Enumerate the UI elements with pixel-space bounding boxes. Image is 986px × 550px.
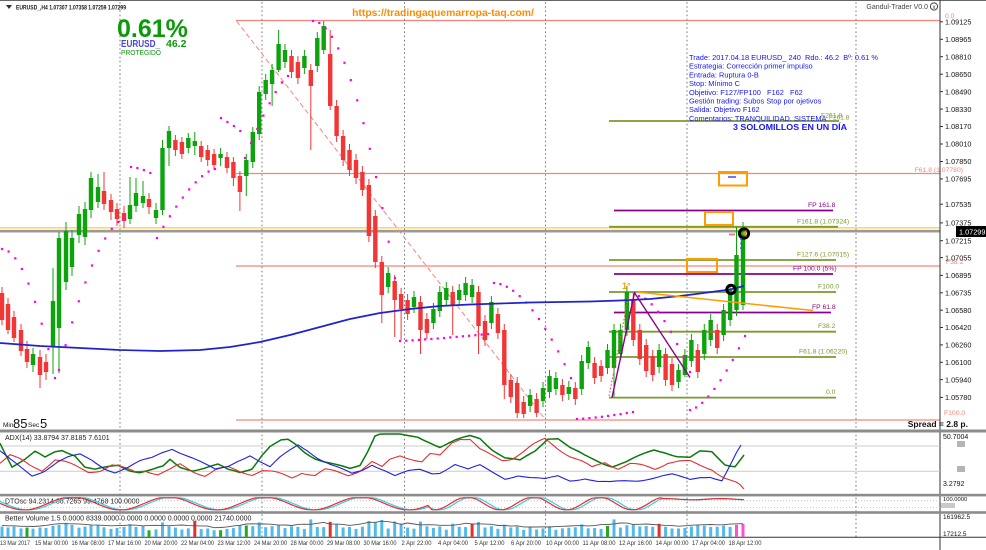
svg-text:F38.2: F38.2 — [818, 323, 836, 330]
svg-text:24 Mar 20:00: 24 Mar 20:00 — [254, 540, 287, 547]
svg-text:0.0: 0.0 — [826, 389, 836, 396]
svg-text:10 Apr 00:00: 10 Apr 00:00 — [546, 540, 579, 547]
svg-text:1.08650: 1.08650 — [945, 70, 971, 79]
svg-text:2 Apr 22:00: 2 Apr 22:00 — [402, 540, 432, 547]
svg-text:Gestión trading: Subos Stop po: Gestión trading: Subos Stop por ojetivos — [689, 97, 822, 106]
svg-text:17 Mar 16:00: 17 Mar 16:00 — [108, 540, 141, 547]
svg-text:1.07375: 1.07375 — [945, 219, 971, 228]
svg-text:1.08010: 1.08010 — [945, 140, 971, 149]
svg-text:Min: Min — [3, 422, 14, 429]
svg-text:1.08330: 1.08330 — [945, 105, 971, 114]
svg-text:EURUSD_: EURUSD_ — [121, 39, 160, 50]
svg-text:Salida: Objetivo F162: Salida: Objetivo F162 — [689, 105, 760, 114]
svg-text:0.0: 0.0 — [945, 13, 955, 20]
svg-text:F127.6 (1.07015): F127.6 (1.07015) — [797, 252, 849, 259]
svg-text:23 Mar 12:00: 23 Mar 12:00 — [218, 540, 251, 547]
svg-text:16 Mar 08:00: 16 Mar 08:00 — [72, 540, 105, 547]
svg-text:5 Apr 12:00: 5 Apr 12:00 — [475, 540, 505, 547]
svg-text:Gandul-Trader V0.0: Gandul-Trader V0.0 — [866, 4, 928, 11]
svg-text:3.2792: 3.2792 — [943, 481, 965, 488]
svg-text:Trade: 2017.04.18 EURUSD_ 240: Trade: 2017.04.18 EURUSD_ 240 Rdo.: 46.2… — [689, 53, 878, 62]
svg-text:PROTEGIDO: PROTEGIDO — [121, 48, 161, 57]
svg-text:20 Mar 20:00: 20 Mar 20:00 — [145, 540, 178, 547]
svg-text:1°: 1° — [622, 281, 631, 291]
svg-text:5: 5 — [40, 416, 47, 431]
svg-text:29 Mar 08:00: 29 Mar 08:00 — [327, 540, 360, 547]
svg-text:3 SOLOMILLOS EN UN DÍA: 3 SOLOMILLOS EN UN DÍA — [733, 122, 847, 132]
svg-text:F100.0: F100.0 — [944, 410, 965, 417]
svg-text:12 Apr 16:00: 12 Apr 16:00 — [619, 540, 652, 547]
svg-text:1.06735: 1.06735 — [945, 289, 971, 298]
svg-text:0.61%: 0.61% — [117, 15, 188, 43]
svg-text:13 Mar 2017: 13 Mar 2017 — [0, 540, 30, 547]
svg-text:F261.8: F261.8 — [821, 113, 842, 120]
svg-text:1.06580: 1.06580 — [945, 306, 971, 315]
svg-text:6 Apr 20:00: 6 Apr 20:00 — [511, 540, 541, 547]
svg-text:EURUSD_,H4 1.07307 1.07358 1.: EURUSD_,H4 1.07307 1.07358 1.07259 1.072… — [16, 5, 126, 12]
svg-text:11 Apr 08:00: 11 Apr 08:00 — [583, 540, 616, 547]
svg-text:1.06420: 1.06420 — [945, 323, 971, 332]
svg-text:22 Mar 04:00: 22 Mar 04:00 — [181, 540, 214, 547]
svg-text:1.06260: 1.06260 — [945, 341, 971, 350]
svg-text:1.08170: 1.08170 — [945, 122, 971, 131]
svg-text:Sec: Sec — [28, 422, 40, 429]
svg-text:F161.8 (1.07324): F161.8 (1.07324) — [797, 218, 849, 225]
svg-text:28 Mar 00:00: 28 Mar 00:00 — [291, 540, 324, 547]
svg-text:85: 85 — [13, 416, 27, 431]
svg-text:FP 100.0 (5%): FP 100.0 (5%) — [793, 266, 837, 273]
svg-text:17 Apr 04:00: 17 Apr 04:00 — [692, 540, 725, 547]
svg-text:1.06100: 1.06100 — [945, 358, 971, 367]
svg-text:1.07695: 1.07695 — [945, 175, 971, 184]
svg-text:F261.8: F261.8 — [829, 115, 850, 122]
svg-text:Entrada: Ruptura 0-B: Entrada: Ruptura 0-B — [689, 70, 759, 79]
svg-text:4 Apr 04:00: 4 Apr 04:00 — [438, 540, 468, 547]
svg-text:1.07055: 1.07055 — [945, 253, 971, 262]
svg-text:FP 61.8: FP 61.8 — [812, 304, 836, 311]
svg-text:1.07850: 1.07850 — [945, 157, 971, 166]
svg-text:30 Mar 16:00: 30 Mar 16:00 — [364, 540, 397, 547]
svg-text:F61.8 (1.06220): F61.8 (1.06220) — [799, 349, 847, 356]
svg-text:Stop: Mínimo C: Stop: Mínimo C — [689, 79, 741, 88]
svg-text:18 Apr 12:00: 18 Apr 12:00 — [729, 540, 762, 547]
svg-text:46.2: 46.2 — [166, 38, 187, 50]
svg-text:50.7004: 50.7004 — [943, 434, 968, 441]
svg-text:Estrategia: Corrección primer: Estrategia: Corrección primer impulso — [689, 62, 813, 71]
svg-text:1.06895: 1.06895 — [945, 271, 971, 280]
svg-text:ADX(14) 33.8794 37.8185 7.6101: ADX(14) 33.8794 37.8185 7.6101 — [5, 435, 110, 442]
svg-text:1.07215: 1.07215 — [945, 236, 971, 245]
svg-text:15 Mar 00:00: 15 Mar 00:00 — [35, 540, 68, 547]
svg-text:Comentarios: TRANQUILIDAD. SIS: Comentarios: TRANQUILIDAD. SISTEMA — [689, 114, 827, 123]
svg-text:1.05780: 1.05780 — [945, 393, 971, 402]
svg-text:Objetivo: F127/FP100 F162: Objetivo: F127/FP100 F162 F62 — [689, 88, 803, 97]
svg-text:FP 161.8: FP 161.8 — [808, 202, 836, 209]
svg-text:Spread = 2.8 p.: Spread = 2.8 p. — [908, 419, 968, 429]
svg-text:1.09125: 1.09125 — [945, 18, 971, 27]
svg-text:1.07535: 1.07535 — [945, 200, 971, 209]
svg-text:DTOsc 94.2314 86.7265 99.4768: DTOsc 94.2314 86.7265 99.4768 100.0000 — [5, 499, 140, 506]
svg-text:1.08965: 1.08965 — [945, 35, 971, 44]
svg-text:Better Volume 1.5 0.0000 8339.: Better Volume 1.5 0.0000 8339.0000 0.000… — [5, 516, 251, 523]
svg-text:F100.0: F100.0 — [818, 284, 839, 291]
svg-text:x: x — [933, 5, 936, 11]
svg-text:14 Apr 00:00: 14 Apr 00:00 — [656, 540, 689, 547]
svg-text:161962.5: 161962.5 — [943, 514, 970, 521]
svg-text:https://tradingaquemarropa-taq: https://tradingaquemarropa-taq.com/ — [352, 8, 534, 19]
svg-text:1.05940: 1.05940 — [945, 375, 971, 384]
svg-text:F61.8 (1.07780): F61.8 (1.07780) — [915, 167, 963, 174]
svg-text:F38.2: F38.2 — [946, 259, 964, 266]
svg-text:100.0000: 100.0000 — [943, 497, 967, 503]
svg-text:1.07299: 1.07299 — [959, 228, 985, 237]
svg-text:17212.5: 17212.5 — [943, 531, 967, 538]
svg-text:1.08810: 1.08810 — [945, 52, 971, 61]
svg-text:1.08490: 1.08490 — [945, 87, 971, 96]
